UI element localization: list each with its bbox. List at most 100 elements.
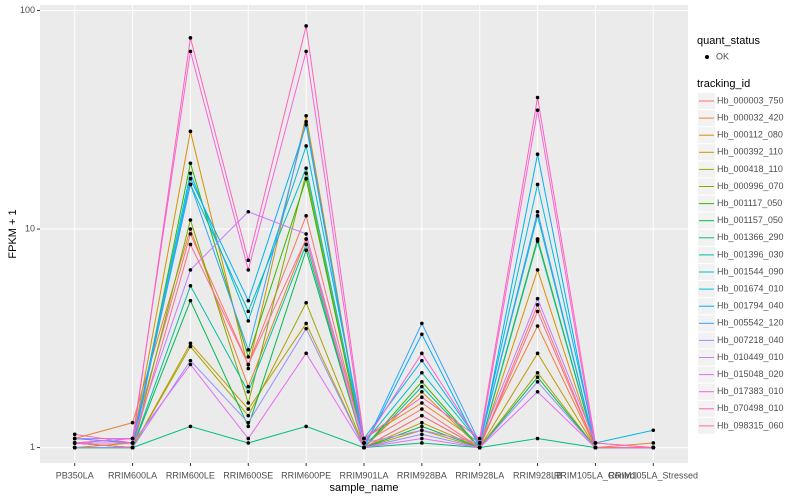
x-tick-label: RRIM600SE — [223, 470, 273, 480]
point — [246, 436, 251, 441]
legend-label: Hb_007218_040 — [717, 335, 784, 345]
point — [362, 436, 366, 441]
point — [535, 209, 540, 214]
point — [535, 108, 540, 112]
point — [420, 436, 424, 441]
point — [420, 420, 424, 425]
point — [188, 129, 193, 134]
point — [420, 379, 424, 384]
point — [535, 324, 540, 328]
point — [246, 258, 251, 263]
point — [535, 268, 540, 272]
point — [477, 445, 482, 450]
legend-label: OK — [716, 51, 729, 61]
point — [188, 298, 193, 303]
legend-label: Hb_000996_070 — [717, 181, 784, 191]
y-axis-label: FPKM + 1 — [7, 209, 19, 258]
point — [130, 445, 135, 450]
x-tick-label: RRIM105LA_Control — [554, 470, 637, 480]
point — [535, 296, 540, 301]
point — [420, 432, 424, 437]
point — [188, 49, 193, 54]
point — [535, 309, 540, 314]
point — [246, 209, 251, 214]
point — [420, 395, 424, 400]
legend-label: Hb_001117_050 — [717, 198, 782, 208]
point — [535, 370, 540, 375]
point — [246, 389, 251, 394]
legend-label: Hb_005542_120 — [717, 318, 784, 328]
legend-label: Hb_001396_030 — [717, 249, 784, 259]
point — [304, 122, 308, 127]
point — [535, 379, 540, 384]
point — [593, 445, 598, 450]
legend-label: Hb_010449_010 — [717, 352, 784, 362]
legend-label: Hb_015048_020 — [717, 369, 784, 379]
legend-label: Hb_000112_080 — [717, 130, 783, 140]
point — [535, 375, 540, 379]
point — [246, 309, 251, 314]
x-tick-label: RRIM105LA_Stressed — [609, 470, 699, 480]
point — [420, 370, 424, 375]
legend-label: Hb_001794_040 — [717, 301, 784, 311]
point — [188, 344, 193, 349]
point — [72, 432, 77, 437]
point — [304, 424, 308, 429]
point — [188, 227, 193, 231]
point — [246, 420, 251, 425]
point — [188, 218, 193, 222]
legend-label: Hb_017383_010 — [717, 386, 784, 396]
point — [535, 213, 540, 218]
point — [304, 166, 308, 170]
legend-label: Hb_000418_110 — [717, 164, 783, 174]
point — [246, 298, 251, 303]
point — [130, 441, 135, 445]
legend-label: Hb_098315_060 — [717, 420, 784, 430]
point — [246, 424, 251, 429]
point — [420, 424, 424, 429]
legend-label: Hb_000032_420 — [717, 112, 784, 122]
point — [477, 436, 482, 441]
point — [304, 300, 308, 305]
point — [651, 441, 656, 445]
point — [304, 326, 308, 331]
point — [188, 341, 193, 346]
point — [420, 389, 424, 394]
legend-title: tracking_id — [697, 78, 750, 90]
point — [304, 176, 308, 181]
point — [304, 113, 308, 118]
point — [304, 171, 308, 176]
point — [188, 176, 193, 181]
point — [420, 428, 424, 433]
point — [304, 321, 308, 326]
point — [246, 362, 251, 367]
x-tick-label: RRIM901LA — [339, 470, 388, 480]
x-tick-label: RRIM600LA — [108, 470, 157, 480]
point — [535, 239, 540, 243]
point — [130, 420, 135, 425]
point — [304, 24, 308, 28]
point — [246, 441, 251, 445]
point — [304, 242, 308, 247]
point — [651, 445, 656, 450]
point — [188, 182, 193, 187]
point — [535, 389, 540, 394]
point — [246, 268, 251, 272]
point — [72, 441, 77, 445]
x-axis-label: sample_name — [329, 482, 398, 494]
legend-label: Hb_001674_010 — [717, 283, 784, 293]
point — [188, 268, 193, 272]
point — [188, 232, 193, 236]
point — [535, 182, 540, 187]
point — [72, 445, 77, 450]
point — [362, 445, 366, 450]
point — [593, 441, 598, 445]
legend-label: Hb_000003_750 — [717, 95, 784, 105]
x-tick-label: RRIM928LB — [513, 470, 562, 480]
point — [362, 441, 366, 445]
point — [304, 248, 308, 253]
y-tick-label: 1 — [30, 442, 35, 452]
point — [246, 319, 251, 323]
y-tick-label: 100 — [20, 5, 35, 15]
